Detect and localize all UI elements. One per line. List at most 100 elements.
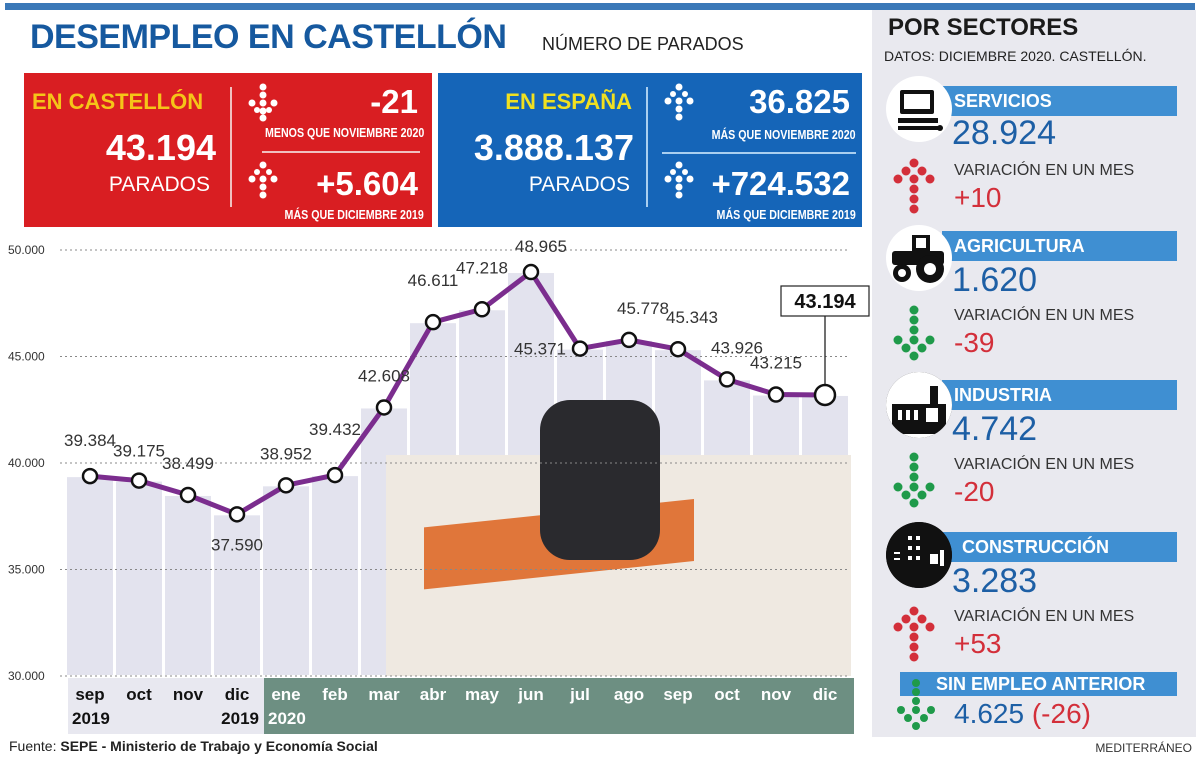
buildings-icon (886, 522, 952, 588)
divider (646, 87, 648, 207)
data-point (571, 340, 589, 357)
source-text: SEPE - Ministerio de Trabajo y Economía … (60, 738, 378, 754)
x-tick-label: dic (225, 685, 250, 704)
espana-yearly-change: +724.532 (711, 165, 850, 202)
data-point (81, 467, 99, 485)
sector-change: -39 (954, 327, 995, 358)
x-tick-label: abr (420, 685, 447, 704)
data-label: 43.926 (711, 338, 763, 357)
x-tick-label: sep (663, 685, 692, 704)
sector-change: -20 (954, 476, 995, 507)
top-rule (5, 3, 1195, 10)
page-subtitle: NÚMERO DE PARADOS (542, 34, 744, 54)
data-label: 43.215 (750, 354, 802, 373)
sin-empleo-values: 4.625 (-26) (954, 698, 1091, 730)
x-tick-label: mar (368, 685, 400, 704)
x-tick-label: dic (813, 685, 838, 704)
publisher-credit: MEDITERRÁNEO (1095, 741, 1192, 755)
espana-total: 3.888.137 (473, 127, 634, 168)
x-tick-label: sep (75, 685, 104, 704)
column-band (261, 484, 311, 677)
sector-value: 4.742 (952, 410, 1038, 448)
data-label: 37.590 (211, 535, 263, 554)
data-label: 38.952 (260, 444, 312, 463)
y-tick-label: 50.000 (8, 243, 45, 257)
x-axis-band-2019 (68, 678, 264, 734)
x-tick-label: oct (126, 685, 152, 704)
arrow-down-icon (897, 679, 935, 730)
data-label: 45.778 (617, 299, 669, 318)
castellon-yearly-change: +5.604 (316, 165, 418, 202)
column-band (212, 513, 262, 678)
espana-monthly-caption: MÁS QUE NOVIEMBRE 2020 (712, 127, 856, 142)
arrow-up-icon (893, 158, 935, 214)
data-label: 45.343 (666, 308, 718, 327)
data-label: 38.499 (162, 454, 214, 473)
sector-change: +53 (954, 628, 1002, 659)
x-axis-band-2020 (264, 678, 854, 734)
data-label: 42.608 (358, 366, 410, 385)
callout-box (780, 285, 870, 317)
castellon-unit: PARADOS (108, 173, 210, 196)
castellon-label: EN CASTELLÓN (32, 89, 204, 114)
x-year-label: 2019 (72, 709, 110, 728)
sector-value: 28.924 (952, 114, 1056, 152)
sector-name: CONSTRUCCIÓN (942, 532, 1177, 562)
data-point (179, 486, 197, 504)
data-point (813, 383, 837, 407)
y-tick-label: 35.000 (8, 563, 45, 577)
espana-monthly-change: 36.825 (749, 83, 850, 120)
arrow-up-icon (664, 83, 694, 121)
column-band (310, 474, 360, 677)
sectors-title: POR SECTORES (888, 14, 1079, 41)
castellon-summary: EN CASTELLÓN 43.194 PARADOS -21 MENOS QU… (24, 73, 432, 227)
data-point (669, 340, 687, 358)
line-chart: 30.000 35.000 40.000 45.000 50.000 39.384 39.1… (0, 230, 870, 740)
variation-label: VARIACIÓN EN UN MES (954, 307, 1135, 324)
data-point (326, 466, 344, 484)
espana-unit: PARADOS (528, 173, 630, 196)
arrow-up-icon (664, 161, 694, 199)
tractor-icon (886, 225, 952, 291)
sectors-date-note: DATOS: DICIEMBRE 2020. CASTELLÓN. (884, 48, 1147, 64)
sector-value: 1.620 (952, 261, 1038, 299)
factory-icon (886, 372, 952, 438)
photo-person (540, 400, 660, 560)
castellon-monthly-change: -21 (370, 83, 418, 120)
page-title: DESEMPLEO EN CASTELLÓN (30, 18, 507, 56)
data-label: 48.965 (515, 237, 567, 256)
sectors-panel: POR SECTORES DATOS: DICIEMBRE 2020. CAST… (872, 10, 1196, 737)
source-prefix: Fuente: (9, 738, 57, 754)
arrow-up-icon (248, 161, 278, 199)
x-year-label: 2019 (221, 709, 259, 728)
data-point (767, 386, 785, 403)
x-tick-label: nov (761, 685, 792, 704)
sector-name: SERVICIOS (942, 86, 1177, 116)
data-label: 46.611 (408, 271, 459, 290)
arrow-up-icon (893, 606, 935, 662)
y-tick-label: 30.000 (8, 669, 45, 683)
variation-label: VARIACIÓN EN UN MES (954, 162, 1135, 179)
data-point (130, 472, 148, 489)
data-label: 47.218 (456, 258, 508, 277)
x-tick-label: jul (569, 685, 590, 704)
data-point (424, 313, 442, 331)
sector-name: AGRICULTURA (942, 231, 1177, 261)
sector-name: SIN EMPLEO ANTERIOR (900, 672, 1177, 696)
sector-name: INDUSTRIA (942, 380, 1177, 410)
x-tick-label: feb (322, 685, 348, 704)
data-label: 39.432 (309, 420, 361, 439)
espana-summary: EN ESPAÑA 3.888.137 PARADOS 36.825 MÁS Q… (438, 73, 862, 227)
data-point (718, 371, 736, 388)
chart-canvas: 30.000 35.000 40.000 45.000 50.000 39.38439.1… (8, 237, 870, 734)
computer-icon (886, 76, 952, 142)
column-band (163, 493, 213, 678)
espana-label: EN ESPAÑA (505, 89, 632, 114)
data-label: 45.371 (514, 340, 566, 359)
column-band (114, 479, 164, 677)
x-year-label: 2020 (268, 709, 306, 728)
data-point (277, 477, 295, 494)
data-point (522, 263, 540, 281)
data-label: 39.384 (64, 431, 116, 450)
arrow-down-icon (893, 305, 935, 361)
